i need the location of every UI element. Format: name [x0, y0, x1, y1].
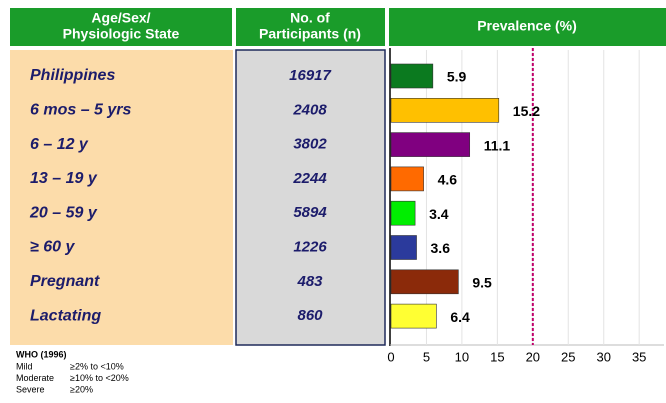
- category-label: Lactating: [30, 307, 101, 324]
- footnote-text: ≥10% to <20%: [70, 373, 129, 383]
- category-label: 13 – 19 y: [30, 170, 98, 187]
- bar: [390, 132, 471, 157]
- header-cell: [389, 8, 666, 46]
- value-label: 4.6: [438, 172, 458, 188]
- participant-count: 3802: [293, 136, 327, 153]
- participant-count: 5894: [293, 204, 327, 221]
- value-label: 5.9: [447, 69, 467, 85]
- category-label: 20 – 59 y: [29, 204, 98, 221]
- footnote-text: Mild: [16, 361, 33, 371]
- participant-count: 1226: [293, 238, 327, 255]
- participant-count: 2244: [292, 170, 327, 187]
- header-text: Prevalence (%): [477, 18, 577, 34]
- value-label: 3.6: [431, 240, 451, 256]
- value-label: 6.4: [450, 309, 470, 325]
- marks: [390, 63, 500, 329]
- category-label: ≥ 60 y: [30, 239, 75, 256]
- bar: [390, 98, 500, 123]
- value-label: 3.4: [429, 206, 449, 222]
- x-tick-label: 25: [561, 349, 575, 364]
- x-tick-label: 30: [596, 349, 610, 364]
- header-text: No. of: [290, 10, 330, 26]
- header-text: Physiologic State: [63, 26, 180, 42]
- value-label: 9.5: [472, 275, 492, 291]
- footnote-text: Severe: [16, 384, 45, 394]
- participant-count: 483: [296, 273, 323, 290]
- participant-count: 2408: [292, 101, 327, 118]
- value-label: 15.2: [513, 103, 540, 119]
- category-label: Philippines: [30, 67, 115, 84]
- x-tick-label: 20: [526, 349, 540, 364]
- x-tick-label: 5: [423, 349, 430, 364]
- participant-count: 860: [297, 307, 323, 324]
- x-tick-label: 15: [490, 349, 504, 364]
- footnote-title: WHO (1996): [16, 349, 67, 359]
- header-cell: [236, 8, 385, 46]
- count-panel: [235, 49, 386, 346]
- bar: [390, 200, 416, 226]
- category-label: Pregnant: [30, 273, 100, 290]
- category-label: 6 – 12 y: [30, 136, 89, 153]
- bar: [390, 235, 417, 260]
- x-tick-label: 0: [387, 349, 394, 364]
- category-label: 6 mos – 5 yrs: [30, 102, 132, 119]
- footnote-text: ≥2% to <10%: [70, 361, 124, 371]
- bar: [390, 269, 459, 295]
- x-tick-label: 10: [455, 349, 469, 364]
- footnote-text: ≥20%: [70, 384, 93, 394]
- value-label: 11.1: [484, 137, 511, 153]
- bar: [390, 63, 434, 89]
- header-text: Age/Sex/: [91, 10, 150, 26]
- header-text: Participants (n): [259, 26, 361, 42]
- x-tick-label: 35: [632, 349, 646, 364]
- bar: [390, 303, 437, 329]
- bar: [390, 166, 424, 192]
- header-cell: [10, 8, 232, 46]
- participant-count: 16917: [289, 67, 331, 84]
- category-panel: [10, 50, 233, 345]
- footnote-text: Moderate: [16, 373, 54, 383]
